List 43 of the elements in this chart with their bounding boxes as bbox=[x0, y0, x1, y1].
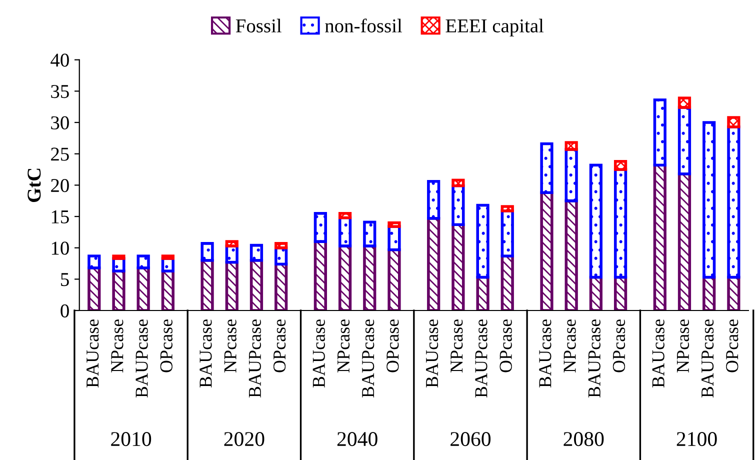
y-tick-label: 35 bbox=[51, 85, 69, 98]
y-tick-label: 0 bbox=[60, 304, 69, 318]
legend-label: non-fossil bbox=[325, 18, 402, 32]
text: 2100 bbox=[676, 432, 717, 446]
x-tick-label: NPcase bbox=[338, 319, 350, 372]
x-tick-label: BAUPcase bbox=[362, 319, 374, 398]
y-tick-label: 30 bbox=[51, 116, 69, 130]
y-axis-title: GtC bbox=[28, 168, 41, 202]
x-tick-label: BAUcase bbox=[539, 319, 552, 388]
text: 2080 bbox=[564, 432, 604, 446]
y-tick-label: 20 bbox=[51, 178, 69, 192]
x-tick-label: NPcase bbox=[564, 319, 576, 372]
text: 2060 bbox=[450, 432, 491, 446]
x-tick-label: BAUcase bbox=[426, 319, 438, 388]
x-tick-label: BAUcase bbox=[200, 319, 212, 388]
text: 2020 bbox=[224, 432, 264, 446]
legend-label: Fossil bbox=[236, 18, 282, 32]
x-tick-label: NPcase bbox=[450, 319, 463, 372]
x-tick-label: BAUcase bbox=[652, 319, 664, 388]
x-tick-label: BAUPcase bbox=[702, 319, 714, 398]
x-tick-label: OPcase bbox=[273, 319, 286, 372]
x-tick-label: BAUPcase bbox=[475, 319, 488, 398]
y-tick-label: 15 bbox=[52, 210, 69, 224]
x-tick-label: BAUcase bbox=[86, 319, 99, 388]
x-tick-label: NPcase bbox=[677, 319, 690, 372]
x-tick-label: OPcase bbox=[160, 319, 172, 372]
y-tick-label: 5 bbox=[61, 273, 69, 286]
text: 2040 bbox=[337, 432, 378, 446]
legend-label: EEEI capital bbox=[446, 18, 544, 36]
x-tick-label: BAUPcase bbox=[136, 319, 148, 398]
x-tick-label: OPcase bbox=[500, 319, 512, 372]
text: 2010 bbox=[111, 432, 152, 446]
y-tick-label: 40 bbox=[50, 54, 69, 67]
x-tick-label: OPcase bbox=[612, 319, 626, 372]
y-tick-label: 10 bbox=[52, 242, 69, 255]
y-tick-label: 25 bbox=[51, 148, 69, 161]
x-tick-label: BAUcase bbox=[312, 319, 325, 388]
x-tick-label: NPcase bbox=[224, 319, 236, 372]
x-tick-label: OPcase bbox=[386, 319, 399, 372]
x-tick-label: BAUPcase bbox=[248, 319, 262, 398]
x-tick-label: NPcase bbox=[111, 319, 124, 372]
x-tick-label: BAUPcase bbox=[588, 319, 600, 398]
x-tick-label: OPcase bbox=[726, 319, 738, 372]
